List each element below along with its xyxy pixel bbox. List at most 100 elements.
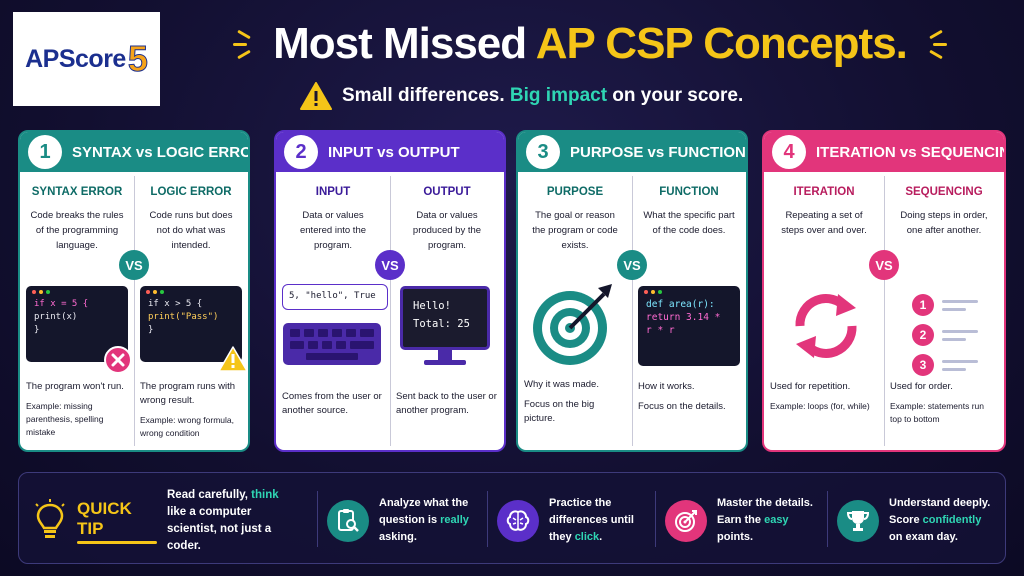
subtitle-text-1: Small differences.: [342, 85, 510, 106]
code-line: r * r: [646, 325, 675, 336]
col-desc: Doing steps in order, one after another.: [900, 210, 988, 236]
subtitle-text-2: on your score.: [607, 85, 744, 106]
tip-text: Analyze what the question is really aski…: [379, 497, 469, 543]
vs-badge: VS: [869, 250, 899, 280]
col-foot: Used for order.: [890, 381, 953, 392]
col-desc: Data or values produced by the program.: [412, 210, 482, 251]
col-title: LOGIC ERROR: [150, 186, 232, 198]
warning-icon: [218, 346, 248, 372]
col-foot-2: Focus on the details.: [638, 401, 726, 412]
clipboard-search-icon: [327, 499, 369, 542]
col-foot: The program runs with wrong result.: [140, 381, 236, 406]
vs-badge: VS: [119, 250, 149, 280]
card-title: SYNTAX vs LOGIC ERRORS: [72, 143, 248, 161]
code-line: print("Pass"): [148, 312, 219, 322]
col-foot: Sent back to the user or another program…: [396, 391, 497, 416]
step-number: 1: [912, 294, 934, 316]
col-input: INPUT Data or values entered into the pr…: [276, 172, 390, 450]
title-plain: Most Missed: [273, 19, 536, 68]
logo-five: 5: [127, 38, 148, 80]
col-title: OUTPUT: [423, 186, 471, 198]
tip-text: Practice the differences until they clic…: [549, 497, 634, 543]
col-title: FUNCTION: [659, 186, 719, 198]
tip-text: Understand deeply. Score confidently on …: [889, 497, 991, 543]
screen-line: Total: 25: [413, 318, 470, 330]
code-block: def area(r): return 3.14 * r * r: [638, 286, 740, 366]
card-header: 2 INPUT vs OUTPUT: [276, 132, 504, 172]
card-number: 2: [284, 135, 318, 169]
subtitle: Small differences. Big impact on your sc…: [300, 76, 743, 116]
col-title: ITERATION: [793, 186, 855, 198]
card-iteration-sequencing: 4 ITERATION vs SEQUENCING VS ITERATION R…: [762, 130, 1006, 452]
code-block: if x > 5 { print("Pass") }: [140, 286, 248, 372]
col-example: Example: statements run top to bottom: [890, 401, 985, 424]
screen-line: Hello!: [413, 300, 451, 312]
col-title: SYNTAX ERROR: [31, 186, 123, 198]
card-number: 3: [526, 135, 560, 169]
col-example: Example: loops (for, while): [770, 401, 870, 411]
code-line: }: [34, 325, 40, 335]
spark-left-icon: [233, 29, 259, 60]
col-foot-2: Focus on the big picture.: [524, 399, 595, 424]
quick-tip-label: QUICK TIP: [77, 499, 157, 544]
loop-arrows-icon: [795, 294, 857, 358]
step-number: 2: [912, 324, 934, 346]
col-sequencing: SEQUENCING Doing steps in order, one aft…: [884, 172, 1004, 450]
code-line: if x = 5 {: [34, 299, 89, 309]
col-foot: The program won't run.: [26, 381, 124, 392]
card-title: INPUT vs OUTPUT: [328, 143, 460, 161]
card-title: PURPOSE vs FUNCTION: [570, 143, 746, 161]
code-line: if x > 5 {: [148, 299, 203, 309]
col-desc: Code runs but does not do what was inten…: [149, 210, 233, 251]
vs-badge: VS: [375, 250, 405, 280]
col-function: FUNCTION What the specific part of the c…: [632, 172, 746, 450]
col-foot: Why it was made.: [524, 379, 599, 390]
title-highlight: AP CSP Concepts.: [535, 19, 908, 68]
spark-right-icon: [921, 29, 947, 60]
col-foot: Comes from the user or another source.: [282, 391, 382, 416]
col-desc: What the specific part of the code does.: [643, 210, 735, 236]
vs-badge: VS: [617, 250, 647, 280]
code-line: }: [148, 325, 154, 335]
col-iteration: ITERATION Repeating a set of steps over …: [764, 172, 884, 450]
card-header: 4 ITERATION vs SEQUENCING: [764, 132, 1004, 172]
card-purpose-function: 3 PURPOSE vs FUNCTION VS PURPOSE The goa…: [516, 130, 748, 452]
step-number: 3: [912, 354, 934, 376]
quick-tip-bar: QUICK TIP Read carefully, think like a c…: [18, 472, 1006, 564]
title-row: Most Missed AP CSP Concepts.: [160, 12, 1020, 76]
logo: APScore 5: [13, 12, 160, 106]
logo-text: APScore: [25, 44, 126, 73]
col-title: SEQUENCING: [905, 186, 983, 198]
code-line: return 3.14 *: [646, 312, 721, 323]
col-desc: Code breaks the rules of the programming…: [30, 210, 124, 251]
trophy-icon: [837, 499, 879, 542]
col-example: Example: wrong formula, wrong condition: [140, 415, 235, 438]
card-header: 3 PURPOSE vs FUNCTION: [518, 132, 746, 172]
col-foot: Used for repetition.: [770, 381, 851, 392]
card-header: 1 SYNTAX vs LOGIC ERRORS: [20, 132, 248, 172]
tip-text: Master the details. Earn the easy points…: [717, 497, 813, 543]
col-desc: The goal or reason the program or code e…: [532, 210, 618, 251]
card-input-output: 2 INPUT vs OUTPUT VS INPUT Data or value…: [274, 130, 506, 452]
code-block: if x = 5 { print(x) }: [26, 286, 132, 374]
code-line: print(x): [34, 312, 78, 322]
target-icon: [533, 284, 612, 365]
warning-icon: [300, 82, 332, 110]
col-desc: Repeating a set of steps over and over.: [781, 210, 867, 236]
card-title: ITERATION vs SEQUENCING: [816, 143, 1006, 161]
card-number: 4: [772, 135, 806, 169]
brain-icon: [497, 499, 539, 542]
card-syntax-logic: 1 SYNTAX vs LOGIC ERRORS VS SYNTAX ERROR…: [18, 130, 250, 452]
steps-list: 1 2 3: [912, 290, 978, 380]
col-output: OUTPUT Data or values produced by the pr…: [390, 172, 504, 450]
subtitle-highlight: Big impact: [509, 85, 608, 106]
speech-bubble: 5, "hello", True: [282, 284, 388, 310]
quick-tip-text: Read carefully, think like a computer sc…: [167, 489, 279, 552]
code-line: def area(r):: [646, 299, 715, 310]
monitor: Hello! Total: 25: [400, 286, 490, 350]
col-desc: Data or values entered into the program.: [299, 210, 367, 251]
col-syntax-error: SYNTAX ERROR Code breaks the rules of th…: [20, 172, 134, 450]
card-number: 1: [28, 135, 62, 169]
error-x-icon: [104, 346, 132, 374]
col-purpose: PURPOSE The goal or reason the program o…: [518, 172, 632, 450]
